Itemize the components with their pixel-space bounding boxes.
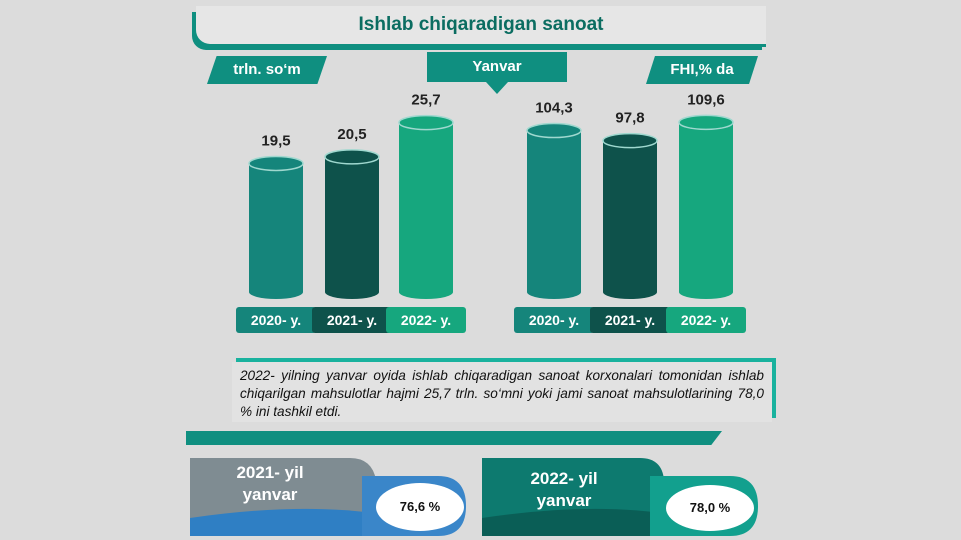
month-tag: Yanvar [427,52,567,82]
category-label-1-2: 2022- y. [666,307,746,333]
category-label-1-0: 2020- y. [514,307,594,333]
value-label-1-1: 97,8 [615,110,644,127]
share-2021-block: 2021- yil yanvar [200,462,340,506]
index-tag: FHI,% da [646,56,758,84]
bar-cap-0-1 [324,149,380,165]
share-2022-year: 2022- yil [530,469,598,488]
share-2022-percent: 78,0 % [666,485,754,531]
share-2022-wave [482,508,668,536]
category-label-0-0: 2020- y. [236,307,316,333]
category-label-0-2: 2022- y. [386,307,466,333]
bar-cap-0-2 [398,114,454,131]
bar-0-1 [325,156,379,299]
page-title: Ishlab chiqaradigan sanoat [358,14,604,35]
value-label-0-0: 19,5 [261,132,290,149]
description-box [232,362,772,422]
description-underline [186,431,722,445]
bar-cap-0-0 [248,155,304,172]
share-2021-percent: 76,6 % [376,483,464,531]
share-2021-wave [190,508,380,536]
bar-1-1 [603,140,657,299]
share-2021-year: 2021- yil [236,463,304,482]
value-label-0-2: 25,7 [411,92,440,109]
value-label-1-2: 109,6 [687,91,725,108]
bar-1-2 [679,122,733,299]
value-label-1-0: 104,3 [535,100,573,117]
bar-cap-1-0 [526,122,582,139]
share-shapes [190,458,758,536]
share-2021-month: yanvar [242,485,298,504]
share-2022-month: yanvar [536,491,592,510]
bar-cap-1-2 [678,114,734,131]
bar-0-0 [249,163,303,299]
description-text: 2022- yilning yanvar oyida ishlab chiqar… [240,368,764,419]
bar-charts: 19,5 20,5 25,7 104,3 97,8 109,6 [248,91,734,299]
bar-1-0 [527,130,581,299]
unit-tag: trln. so‘m [207,56,327,84]
bar-0-2 [399,122,453,299]
value-label-0-1: 20,5 [337,126,366,143]
bar-cap-1-1 [602,132,658,149]
month-arrow-icon [486,82,508,94]
category-label-0-1: 2021- y. [312,307,392,333]
title-banner [196,6,766,44]
category-label-1-1: 2021- y. [590,307,670,333]
share-2022-block: 2022- yil yanvar [494,468,634,512]
